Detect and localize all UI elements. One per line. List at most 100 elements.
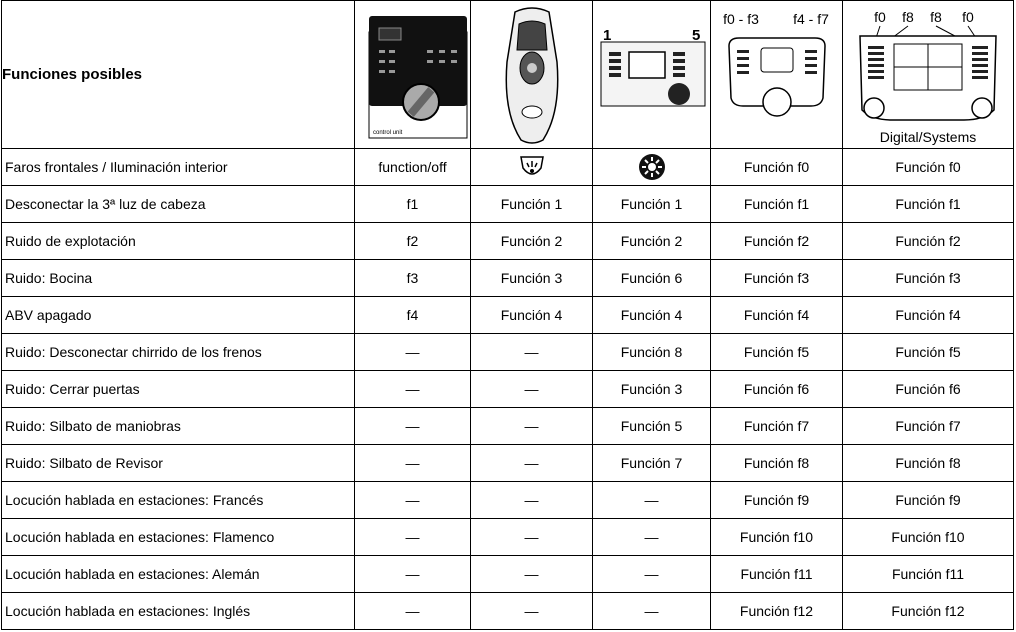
function-cell: Función f1 [710,185,843,223]
function-cell: Función f3 [842,259,1014,297]
mobile-station-image [505,6,558,144]
function-cell: Función f7 [842,407,1014,445]
function-cell: Función 3 [470,259,593,297]
device-cell: f0 - f3 f4 - f7 [710,0,843,149]
table-row: Ruido: Cerrar puertas — — Función 3 Función … [1,370,1014,408]
function-cell: — [354,481,471,519]
function-cell: Función f10 [710,518,843,556]
function-cell: Función 7 [592,444,711,482]
function-cell: Función 5 [592,407,711,445]
device-cell: control unit [354,0,471,149]
digital-systems-image: f0 f8 f8 f0 Digital/Systems [859,9,997,145]
group-label: f0 [962,9,974,25]
function-cell: Función f12 [710,592,843,630]
function-cell: Función 4 [470,296,593,334]
function-cell: Función f11 [710,555,843,593]
row-label: Ruido: Silbato de Revisor [1,444,355,482]
function-cell: — [470,407,593,445]
function-cell: Función f4 [710,296,843,334]
table-row: Ruido: Silbato de Revisor — — Función 7 Func… [1,444,1014,482]
row-label: Locución hablada en estaciones: Inglés [1,592,355,630]
function-cell: Función 4 [592,296,711,334]
function-cell: Función f2 [842,222,1014,260]
function-cell: — [354,555,471,593]
table-row: Locución hablada en estaciones: Flamenco… [1,518,1014,556]
function-cell: f3 [354,259,471,297]
function-cell: — [354,444,471,482]
function-cell: Función f7 [710,407,843,445]
function-cell: Función 1 [470,185,593,223]
group-label: f8 [930,9,942,25]
header-row: Funciones posibles control unit 1 5 f0 -… [1,0,1014,149]
function-cell: — [592,592,711,630]
key-label: 5 [692,27,700,44]
table-row: Ruido: Bocina f3 Función 3 Función 6 Función… [1,259,1014,297]
group-label: f4 - f7 [793,11,829,27]
function-cell: Función f8 [710,444,843,482]
table-row: Locución hablada en estaciones: Alemán — —… [1,555,1014,593]
key-label: 1 [603,27,611,44]
function-cell: Función 2 [592,222,711,260]
row-label: Ruido: Bocina [1,259,355,297]
table-row: Locución hablada en estaciones: Francés —… [1,481,1014,519]
function-cell: Función 8 [592,333,711,371]
function-cell: — [470,555,593,593]
function-cell: — [592,555,711,593]
row-label: Ruido: Silbato de maniobras [1,407,355,445]
function-cell: — [470,333,593,371]
function-cell: f1 [354,185,471,223]
function-cell: — [354,333,471,371]
function-cell: Función 2 [470,222,593,260]
function-cell: — [354,370,471,408]
table-row: Ruido: Desconectar chirrido de los freno… [1,333,1014,371]
row-label: Desconectar la 3ª luz de cabeza [1,185,355,223]
icon-cell [592,148,711,186]
group-label: f0 - f3 [723,11,759,27]
function-cell: Función f0 [842,148,1014,186]
icon-cell [470,148,593,186]
control-unit-image: control unit [368,15,467,138]
function-cell: Función 3 [592,370,711,408]
function-cell: function/off [354,148,471,186]
device-label: control unit [373,130,403,136]
function-cell: Función f3 [710,259,843,297]
row-label: Ruido: Desconectar chirrido de los freno… [1,333,355,371]
function-cell: Función 6 [592,259,711,297]
header-title: Funciones posibles [1,0,355,149]
group-label: f0 [874,9,886,25]
function-cell: — [354,518,471,556]
device-cell: 1 5 [592,0,711,149]
light-icon [519,156,544,175]
function-cell: Función 1 [592,185,711,223]
function-cell: — [470,518,593,556]
function-cell: f4 [354,296,471,334]
device-cell: f0 f8 f8 f0 Digital/Systems [842,0,1014,149]
function-cell: Función f11 [842,555,1014,593]
row-label: Ruido: Cerrar puertas [1,370,355,408]
function-cell: Función f9 [842,481,1014,519]
function-cell: — [592,518,711,556]
function-cell: Función f8 [842,444,1014,482]
function-cell: — [470,592,593,630]
function-cell: Función f4 [842,296,1014,334]
table-row: Ruido de explotación f2 Función 2 Función 2… [1,222,1014,260]
function-cell: Función f9 [710,481,843,519]
row-label: Ruido de explotación [1,222,355,260]
function-cell: Función f5 [710,333,843,371]
row-label: Locución hablada en estaciones: Alemán [1,555,355,593]
function-cell: Función f5 [842,333,1014,371]
function-cell: Función f12 [842,592,1014,630]
function-cell: Función f1 [842,185,1014,223]
function-cell: — [470,444,593,482]
table-row: Faros frontales / Iluminación interior fu… [1,148,1014,186]
group-label: f8 [902,9,914,25]
light-icon [638,154,665,180]
row-label: Locución hablada en estaciones: Francés [1,481,355,519]
function-cell: Función f10 [842,518,1014,556]
row-label: Faros frontales / Iluminación interior [1,148,355,186]
function-cell: — [354,407,471,445]
row-label: Locución hablada en estaciones: Flamenco [1,518,355,556]
